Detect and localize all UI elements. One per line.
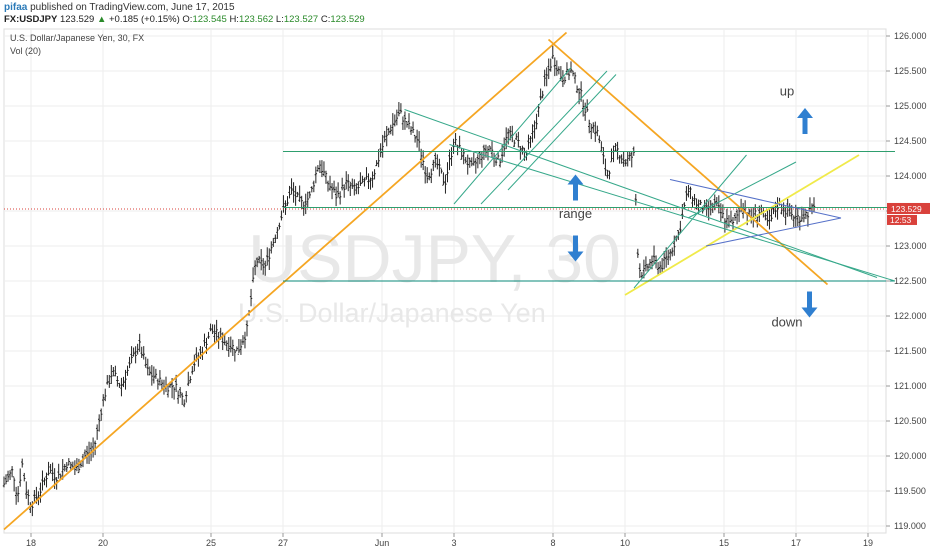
- triangle-lower-line: [705, 217, 842, 247]
- x-tick-label: 10: [620, 538, 630, 548]
- high-value: 123.562: [238, 14, 274, 25]
- x-tick-label: 17: [791, 538, 801, 548]
- arrow-shaft: [573, 235, 578, 254]
- symbol-label: FX:USDJPY: [4, 14, 58, 25]
- x-tick-label: 15: [719, 538, 729, 548]
- countdown-label: 12:53: [890, 215, 912, 225]
- x-tick-label: 20: [98, 538, 108, 548]
- y-tick-label: 119.000: [894, 521, 926, 531]
- annotation-up: up: [780, 84, 794, 99]
- up-triangle-icon: ▲: [96, 14, 107, 25]
- y-tick-label: 125.000: [894, 101, 927, 111]
- arrow-head: [801, 307, 818, 318]
- y-tick-label: 121.500: [894, 346, 927, 356]
- y-tick-label: 121.000: [894, 381, 927, 391]
- triangle-upper-line: [669, 179, 842, 219]
- y-tick-label: 122.500: [894, 276, 927, 286]
- chart-header: pifaa published on TradingView.com, June…: [0, 0, 932, 28]
- author-name[interactable]: pifaa: [4, 2, 28, 13]
- ohlc-legend: FX:USDJPY 123.529 ▲ +0.185 (+0.15%) O:12…: [4, 14, 365, 25]
- y-tick-label: 124.000: [894, 171, 927, 181]
- publish-info: published on TradingView.com, June 17, 2…: [30, 2, 235, 13]
- last-price-label: 123.529: [891, 204, 922, 214]
- y-tick-label: 120.000: [894, 451, 927, 461]
- y-tick-label: 123.000: [894, 241, 927, 251]
- arrow-head: [567, 174, 584, 185]
- x-tick-label: 18: [26, 538, 36, 548]
- trendlines: [3, 31, 896, 531]
- pane-title: U.S. Dollar/Japanese Yen, 30, FX: [10, 33, 145, 43]
- yellow-uptrend-line: [624, 154, 860, 296]
- arrow-head: [567, 251, 584, 262]
- price-axis[interactable]: 126.000 125.500 125.000 124.500 124.000 123.5…: [886, 31, 927, 531]
- annotation-arrows: [567, 108, 818, 318]
- publish-line: pifaa published on TradingView.com, June…: [4, 2, 235, 13]
- time-axis[interactable]: 18 20 25 27 Jun 3 8 10 15 17 19: [26, 533, 873, 548]
- y-tick-label: 124.500: [894, 136, 927, 146]
- annotation-down: down: [771, 315, 802, 330]
- teal-fan-1-line: [633, 154, 747, 289]
- y-tick-label: 125.500: [894, 66, 927, 76]
- range-down-arrow-icon: [567, 235, 584, 262]
- teal-steep-2-line: [480, 70, 608, 205]
- arrow-shaft: [573, 182, 578, 201]
- x-tick-label: 27: [278, 538, 288, 548]
- open-value: 123.545: [192, 14, 227, 25]
- teal-channel-2-line: [449, 144, 896, 282]
- x-tick-label: 19: [863, 538, 873, 548]
- teal-steep-1-line: [453, 67, 572, 205]
- annotation-range: range: [559, 206, 592, 221]
- x-tick-label: 25: [206, 538, 216, 548]
- watermark-name: U.S. Dollar/Japanese Yen: [238, 298, 546, 328]
- x-tick-label: 3: [451, 538, 456, 548]
- teal-channel-1-line: [404, 109, 878, 278]
- close-value: 123.529: [330, 14, 365, 25]
- y-tick-label: 126.000: [894, 31, 927, 41]
- y-tick-label: 120.500: [894, 416, 927, 426]
- arrow-head: [797, 108, 813, 118]
- x-tick-label: 8: [550, 538, 555, 548]
- range-up-arrow-icon: [567, 174, 584, 201]
- chart-watermark: USDJPY, 30 U.S. Dollar/Japanese Yen: [238, 221, 621, 328]
- last-price: 123.529: [59, 14, 95, 25]
- last-price-box: [887, 202, 930, 214]
- arrow-shaft: [802, 116, 808, 134]
- price-change: +0.185 (+0.15%): [109, 14, 180, 25]
- teal-fan-2-line: [687, 161, 797, 219]
- teal-steep-3-line: [507, 74, 617, 191]
- volume-label: Vol (20): [10, 46, 42, 56]
- countdown-box: [887, 214, 917, 225]
- price-bars: [2, 45, 886, 517]
- x-tick-label: Jun: [375, 538, 390, 548]
- arrow-shaft: [807, 291, 812, 310]
- low-value: 123.527: [283, 14, 319, 25]
- watermark-symbol: USDJPY, 30: [248, 221, 621, 297]
- y-tick-label: 119.500: [894, 486, 926, 496]
- down-arrow-icon: [801, 291, 818, 318]
- up-arrow-icon: [797, 108, 813, 134]
- y-tick-label: 122.000: [894, 311, 927, 321]
- annotation-labels: up range down: [559, 84, 803, 330]
